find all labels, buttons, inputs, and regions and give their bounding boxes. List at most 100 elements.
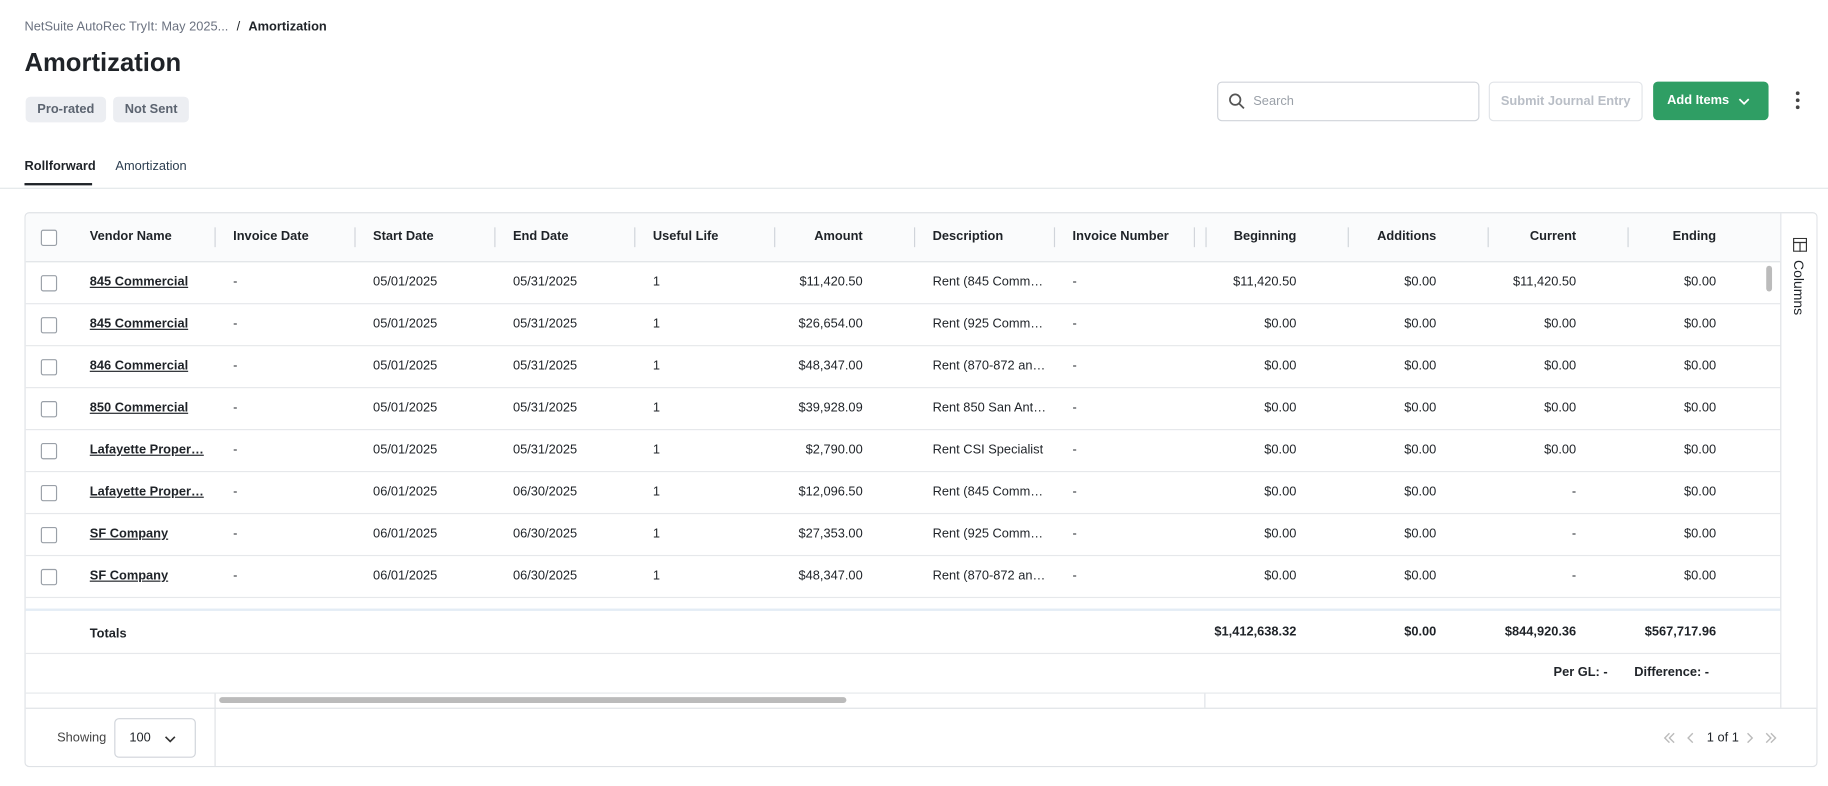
- more-menu[interactable]: [1794, 91, 1801, 112]
- table-cell: $0.00: [1264, 443, 1297, 458]
- per-gl: Per GL: -: [1553, 665, 1608, 680]
- table-cell: Rent (870-872 an…: [932, 359, 1046, 374]
- showing-label: Showing: [57, 730, 107, 745]
- pagination-next[interactable]: [1744, 732, 1777, 744]
- column-header[interactable]: Start Date: [373, 229, 434, 244]
- table-cell: 05/01/2025: [373, 443, 438, 458]
- divider: [214, 692, 216, 766]
- checkbox[interactable]: [40, 229, 58, 246]
- table-cell: 1: [652, 359, 660, 374]
- table-cell: -: [1072, 359, 1077, 374]
- table-cell: $0.00: [1683, 275, 1717, 290]
- table-cell: -: [233, 568, 238, 583]
- table-cell: $11,420.50: [799, 275, 863, 290]
- checkbox[interactable]: [40, 317, 58, 334]
- table-cell: $0.00: [1404, 526, 1437, 541]
- tag: Not Sent: [113, 96, 190, 123]
- table-cell: -: [233, 359, 238, 374]
- table-cell: $0.00: [1683, 526, 1717, 541]
- table-row: 845 Commercial - 05/01/2025 05/31/2025 1 $11,…: [25, 261, 1781, 305]
- breadcrumb-link[interactable]: NetSuite AutoRec TryIt: May 2025...: [24, 19, 229, 34]
- table-cell: $48,347.00: [798, 568, 863, 583]
- checkbox[interactable]: [40, 359, 58, 376]
- checkbox[interactable]: [40, 568, 58, 586]
- table-cell: $0.00: [1264, 401, 1297, 416]
- table-cell: $26,654.00: [798, 317, 863, 332]
- column-divider: [1053, 227, 1056, 248]
- table-cell: $0.00: [1544, 443, 1577, 458]
- v-scrollbar[interactable]: [1766, 265, 1773, 292]
- row-separator: [25, 608, 1781, 613]
- vendor-link[interactable]: Lafayette Proper…: [89, 484, 204, 499]
- column-header[interactable]: Vendor Name: [89, 229, 172, 244]
- vendor-link[interactable]: 845 Commercial: [89, 275, 189, 290]
- table-cell: Rent (845 Comm…: [932, 275, 1044, 290]
- table-cell: -: [233, 443, 238, 458]
- chevron: [1738, 98, 1750, 105]
- table-cell: 06/30/2025: [512, 484, 578, 499]
- search-box[interactable]: Search: [1217, 81, 1480, 122]
- add-items-button[interactable]: Add Items: [1653, 81, 1769, 121]
- pagination-prev[interactable]: [1663, 732, 1697, 744]
- checkbox[interactable]: [40, 443, 58, 460]
- column-header[interactable]: Ending: [1672, 229, 1717, 244]
- tab-divider: [0, 187, 1828, 189]
- column-header[interactable]: End Date: [512, 229, 569, 244]
- table-cell: -: [233, 317, 238, 332]
- column-header[interactable]: Current: [1529, 229, 1577, 244]
- column-header[interactable]: Invoice Date: [233, 229, 309, 244]
- column-divider: [774, 227, 776, 248]
- table-cell: 1: [652, 317, 660, 332]
- table-cell: 06/30/2025: [512, 568, 578, 583]
- checkbox[interactable]: [40, 526, 58, 544]
- vendor-link[interactable]: Lafayette Proper…: [89, 443, 204, 458]
- column-header[interactable]: Invoice Number: [1072, 229, 1169, 244]
- checkbox[interactable]: [40, 484, 58, 502]
- table-cell: 05/31/2025: [512, 317, 578, 332]
- table-cell: $48,347.00: [798, 359, 863, 374]
- table-cell: 05/01/2025: [373, 401, 438, 416]
- column-divider: [214, 227, 216, 248]
- column-header[interactable]: Amount: [814, 229, 863, 244]
- table-cell: $0.00: [1683, 401, 1717, 416]
- table-cell: Rent 850 San Ant…: [932, 401, 1047, 416]
- h-scrollbar[interactable]: [219, 697, 847, 703]
- table-cell: $0.00: [1264, 568, 1297, 583]
- page-size-select[interactable]: 100: [114, 718, 196, 758]
- table-row: Lafayette Proper… - 05/01/2025 05/31/2025 1 $…: [25, 429, 1781, 473]
- vendor-link[interactable]: 846 Commercial: [89, 359, 189, 374]
- table-cell: 1: [652, 568, 660, 583]
- vendor-link[interactable]: 850 Commercial: [89, 401, 189, 416]
- per-gl-row: Per GL: - Difference: -: [25, 653, 1781, 694]
- divider: [1204, 692, 1206, 708]
- table-cell: 05/01/2025: [373, 275, 438, 290]
- column-header[interactable]: Useful Life: [652, 229, 719, 244]
- table-row: SF Company - 06/01/2025 06/30/2025 1 $27,353.…: [25, 513, 1781, 557]
- column-header[interactable]: Description: [932, 229, 1004, 244]
- table-cell: $0.00: [1264, 526, 1297, 541]
- breadcrumb: NetSuite AutoRec TryIt: May 2025... / Am…: [24, 20, 326, 34]
- submit-journal-button[interactable]: Submit Journal Entry: [1488, 81, 1643, 122]
- vendor-link[interactable]: 845 Commercial: [89, 317, 189, 332]
- vendor-link[interactable]: SF Company: [89, 526, 169, 541]
- column-header[interactable]: Beginning: [1233, 229, 1297, 244]
- table-cell: $0.00: [1544, 359, 1577, 374]
- totals-label: Totals: [89, 627, 127, 642]
- table-cell: -: [1072, 275, 1077, 290]
- checkbox[interactable]: [40, 401, 58, 418]
- table-cell: $0.00: [1683, 484, 1717, 499]
- column-header[interactable]: Additions: [1377, 229, 1437, 244]
- column-divider: [1205, 227, 1207, 248]
- table-cell: -: [1072, 484, 1077, 499]
- table-cell: $0.00: [1404, 568, 1437, 583]
- tab[interactable]: Amortization: [115, 159, 187, 174]
- vendor-link[interactable]: SF Company: [89, 568, 169, 583]
- checkbox[interactable]: [40, 275, 58, 292]
- tab[interactable]: Rollforward: [24, 159, 96, 174]
- table-cell: 05/31/2025: [512, 359, 578, 374]
- columns-panel[interactable]: Columns: [1780, 213, 1817, 708]
- table-cell: Rent (925 Comm…: [932, 317, 1044, 332]
- table-cell: 1: [652, 401, 660, 416]
- table-cell: 05/31/2025: [512, 401, 578, 416]
